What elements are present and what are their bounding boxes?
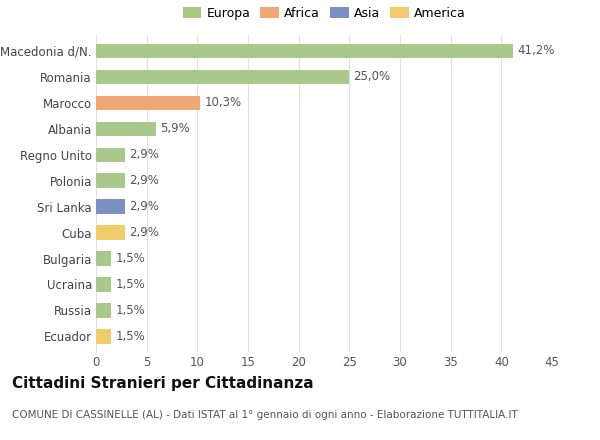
Text: 2,9%: 2,9% (130, 200, 160, 213)
Bar (96, 277, 111, 292)
Text: 2,9%: 2,9% (130, 174, 160, 187)
Bar (96, 251, 111, 266)
Text: 1,5%: 1,5% (115, 278, 145, 291)
Bar (96, 199, 125, 214)
Text: 1,5%: 1,5% (115, 330, 145, 343)
Text: 10,3%: 10,3% (205, 96, 242, 109)
Bar (96, 173, 125, 188)
Bar (96, 121, 156, 136)
Text: 5,9%: 5,9% (160, 122, 190, 135)
Text: 2,9%: 2,9% (130, 226, 160, 239)
Legend: Europa, Africa, Asia, America: Europa, Africa, Asia, America (180, 4, 468, 22)
Bar (96, 147, 125, 162)
Bar (96, 225, 125, 240)
Bar (96, 70, 349, 84)
Text: 41,2%: 41,2% (518, 44, 555, 57)
Bar (96, 329, 111, 344)
Bar (96, 95, 200, 110)
Bar (96, 44, 514, 58)
Text: COMUNE DI CASSINELLE (AL) - Dati ISTAT al 1° gennaio di ogni anno - Elaborazione: COMUNE DI CASSINELLE (AL) - Dati ISTAT a… (12, 410, 518, 420)
Text: Cittadini Stranieri per Cittadinanza: Cittadini Stranieri per Cittadinanza (12, 376, 314, 391)
Text: 1,5%: 1,5% (115, 252, 145, 265)
Text: 2,9%: 2,9% (130, 148, 160, 161)
Bar (96, 303, 111, 318)
Text: 25,0%: 25,0% (353, 70, 391, 83)
Text: 1,5%: 1,5% (115, 304, 145, 317)
